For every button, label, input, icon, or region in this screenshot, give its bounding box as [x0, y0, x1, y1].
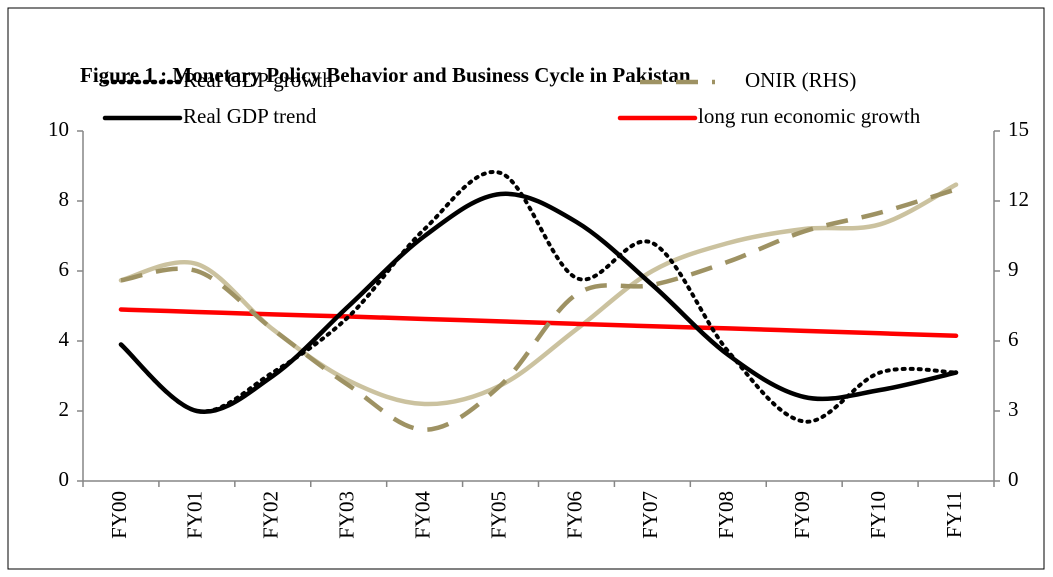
x-tick-label: FY06: [562, 491, 586, 539]
series-line: [118, 307, 959, 338]
y2-tick-label: 6: [1008, 327, 1019, 351]
y2-tick-label: 9: [1008, 257, 1019, 281]
y-tick-label: 10: [48, 117, 69, 141]
y2-tick-label: 12: [1008, 187, 1029, 211]
y2-tick-label: 3: [1008, 397, 1019, 421]
series-line: [120, 187, 957, 432]
y-tick-label: 6: [59, 257, 70, 281]
x-tick-label: FY05: [486, 491, 510, 539]
y-tick-label: 4: [59, 327, 70, 351]
x-tick-label: FY11: [942, 491, 966, 538]
y-tick-label: 0: [59, 467, 70, 491]
y-tick-label: 8: [59, 187, 70, 211]
x-tick-label: FY02: [259, 491, 283, 539]
y2-tick-label: 15: [1008, 117, 1029, 141]
x-tick-label: FY09: [790, 491, 814, 539]
x-tick-label: FY00: [107, 491, 131, 539]
chart-title: Figure 1 : Monetary Policy Behavior and …: [80, 63, 691, 87]
x-tick-label: FY01: [183, 491, 207, 539]
x-tick-label: FY08: [714, 491, 738, 539]
legend-label: Real GDP growth: [183, 68, 333, 92]
series-line: [118, 169, 959, 424]
x-tick-label: FY04: [410, 491, 434, 539]
x-tick-label: FY07: [638, 491, 662, 539]
frame: [7, 7, 1045, 570]
y-tick-label: 2: [59, 397, 70, 421]
legend-label: Real GDP trend: [183, 104, 317, 128]
y2-tick-label: 0: [1008, 467, 1019, 491]
x-tick-label: FY10: [866, 491, 890, 539]
x-tick-label: FY03: [335, 491, 359, 539]
legend-label: ONIR (RHS): [745, 68, 856, 92]
legend-label: long run economic growth: [698, 104, 921, 128]
series-line: [118, 182, 959, 407]
